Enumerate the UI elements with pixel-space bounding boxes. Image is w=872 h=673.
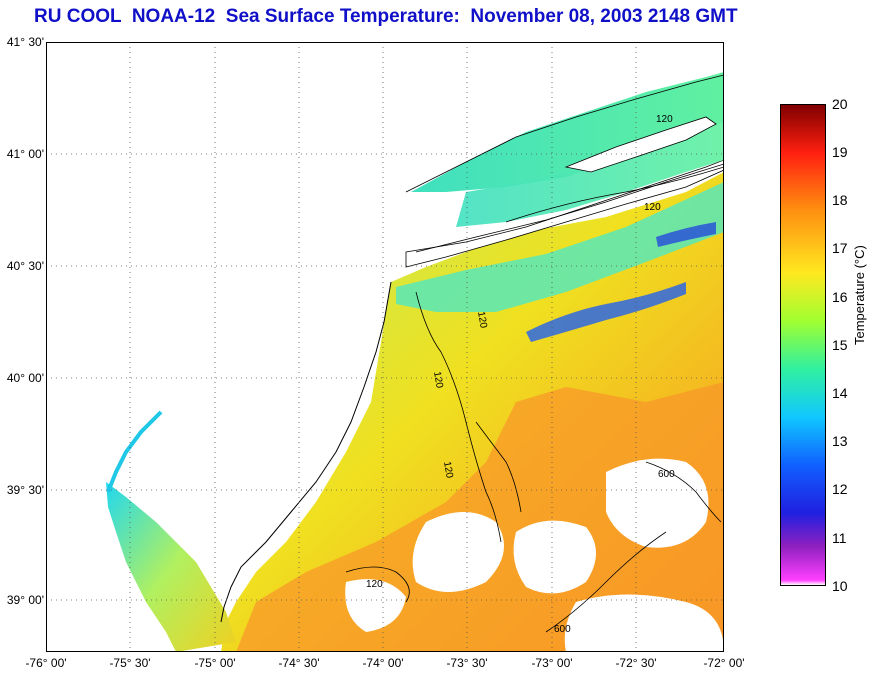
colorbar-tick-18: 18 [832, 192, 848, 208]
colorbar-tick-13: 13 [832, 433, 848, 449]
contour-label-3: 120 [475, 311, 489, 330]
sst-map[interactable]: 120 120 120 120 120 120 600 600 [46, 42, 724, 652]
lon-label-72-00: -72° 00' [703, 656, 745, 670]
colorbar-gradient [781, 105, 825, 585]
contour-120-a [415, 291, 502, 543]
contour-120-b [475, 421, 522, 513]
contour-label-6: 120 [366, 579, 383, 590]
cloud-patch-3 [513, 520, 596, 594]
contour-label-8: 600 [554, 624, 571, 635]
colorbar-tick-15: 15 [832, 337, 848, 353]
contour-label-4: 120 [431, 371, 445, 390]
map-title: RU COOL NOAA-12 Sea Surface Temperature:… [34, 6, 738, 27]
lon-label-75-30: -75° 30' [109, 656, 151, 670]
lon-label-74-30: -74° 30' [278, 656, 320, 670]
li-coastline [415, 163, 724, 253]
cloud-patch-2 [412, 512, 504, 592]
map-frame [46, 42, 724, 652]
lon-label-75-00: -75° 00' [194, 656, 236, 670]
contour-label-2: 120 [644, 202, 661, 213]
lat-label-40-30: 40° 30' [6, 259, 44, 273]
lon-label-74-00: -74° 00' [362, 656, 404, 670]
graticule [46, 42, 724, 652]
sst-cold-streak-2 [656, 222, 716, 247]
nj-coastline [220, 281, 392, 623]
colorbar-tick-14: 14 [832, 385, 848, 401]
lat-label-39-30: 39° 30' [6, 483, 44, 497]
lon-label-76-00: -76° 00' [25, 656, 67, 670]
colorbar-title: Temperature (°C) [852, 245, 867, 345]
contour-label-7: 600 [658, 469, 675, 480]
delaware-river [106, 410, 163, 493]
lat-label-39-00: 39° 00' [6, 593, 44, 607]
lat-label-40-00: 40° 00' [6, 371, 44, 385]
lat-label-41-00: 41° 00' [6, 147, 44, 161]
li-north-shore [564, 116, 717, 173]
cloud-patch-5 [345, 579, 406, 632]
contour-600-b [545, 531, 667, 633]
lat-label-41-30: 41° 30' [6, 35, 44, 49]
colorbar-tick-19: 19 [832, 144, 848, 160]
contour-label-1: 120 [656, 114, 673, 125]
contour-label-5: 120 [441, 461, 455, 480]
sst-cool-plume [396, 182, 724, 312]
colorbar-tick-11: 11 [832, 530, 847, 546]
colorbar-tick-16: 16 [832, 289, 848, 305]
colorbar [780, 104, 826, 586]
delaware-bay [106, 482, 236, 652]
lon-label-73-00: -73° 00' [531, 656, 573, 670]
contour-120-d [345, 566, 410, 603]
cloud-patch-4 [564, 594, 724, 652]
colorbar-tick-10: 10 [832, 578, 848, 594]
colorbar-tick-12: 12 [832, 481, 848, 497]
lon-label-73-30: -73° 30' [446, 656, 488, 670]
sst-cold-streak-1 [526, 282, 686, 342]
contour-600-a [645, 461, 722, 523]
lon-label-72-30: -72° 30' [615, 656, 657, 670]
long-island-sound [411, 72, 724, 192]
colorbar-tick-17: 17 [832, 240, 848, 256]
contour-120-c [505, 166, 724, 223]
colorbar-tick-20: 20 [832, 96, 848, 112]
ct-coastline [405, 74, 724, 193]
